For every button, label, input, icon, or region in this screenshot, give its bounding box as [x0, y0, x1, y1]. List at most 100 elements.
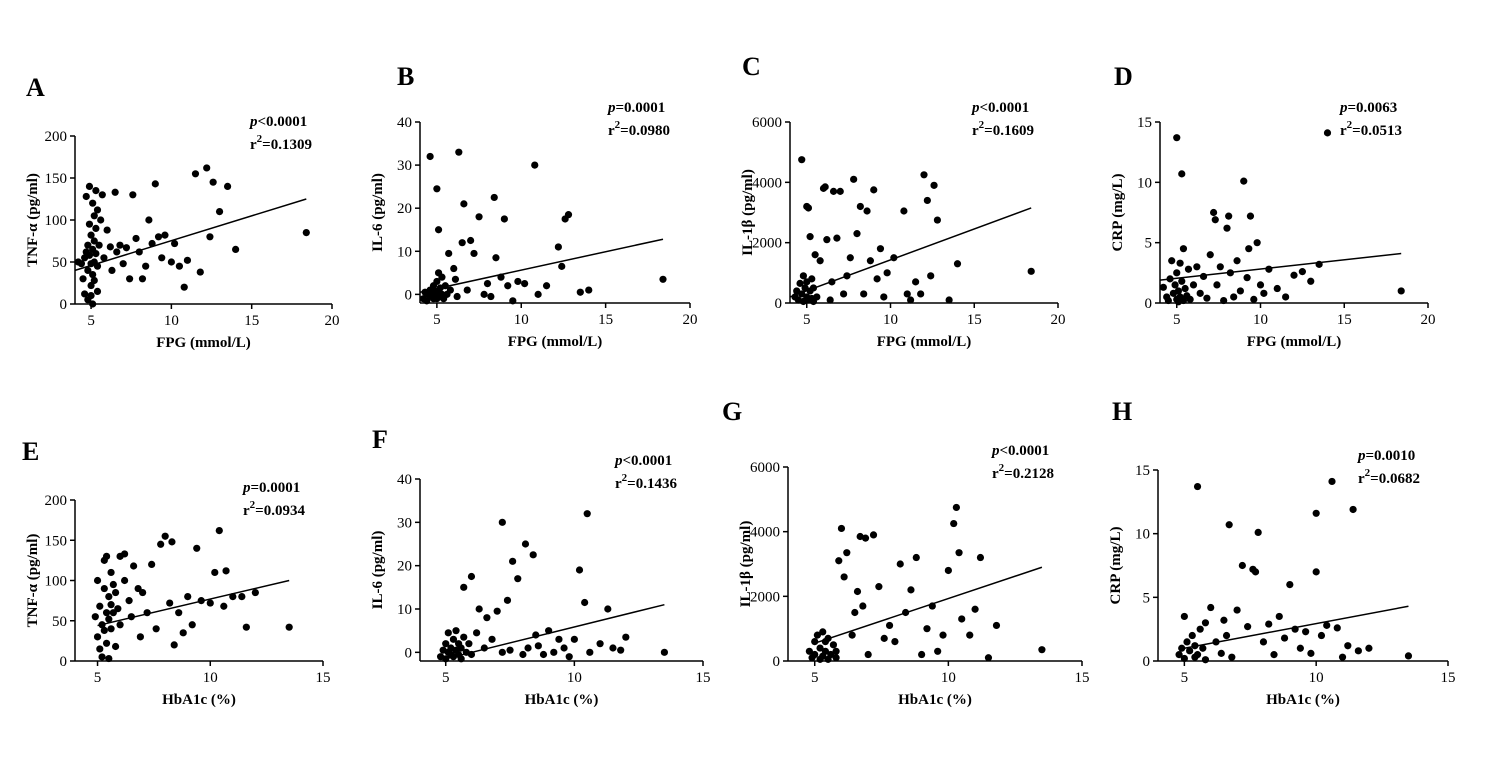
data-point	[102, 639, 111, 647]
data-point	[251, 588, 259, 597]
data-point	[891, 638, 899, 646]
panel-letter: A	[26, 73, 45, 102]
data-point	[161, 231, 169, 239]
data-point	[103, 226, 111, 234]
data-point	[450, 264, 458, 273]
data-point	[870, 186, 878, 194]
data-point	[1199, 272, 1208, 281]
data-point	[1164, 296, 1172, 305]
data-point	[125, 597, 133, 605]
data-point	[92, 187, 100, 195]
data-point	[145, 216, 153, 224]
data-point	[1216, 263, 1224, 271]
y-tick-label: 2000	[752, 236, 782, 252]
y-tick-label: 0	[405, 645, 413, 661]
y-tick-label: 30	[397, 515, 412, 531]
p-symbol: p	[1338, 100, 1348, 116]
data-point	[819, 628, 827, 636]
p-value: =0.0001	[251, 480, 301, 496]
data-point	[521, 280, 529, 288]
data-point	[570, 635, 578, 643]
r-symbol: r	[972, 123, 979, 139]
panel-B: B 0 10 20 30 40 5 10 15 20 FPG (mmol/L) IL-6 (pg/ml…	[370, 62, 698, 350]
data-point	[157, 540, 165, 548]
data-point	[833, 234, 841, 242]
p-value: <0.0001	[980, 100, 1030, 116]
data-point	[821, 647, 830, 655]
data-point	[114, 605, 122, 613]
data-point	[85, 220, 94, 228]
data-point	[1222, 631, 1231, 640]
y-tick-label: 20	[397, 559, 412, 575]
data-point	[829, 187, 838, 195]
data-point	[827, 650, 835, 659]
data-point	[509, 297, 517, 305]
data-point	[1259, 638, 1268, 646]
data-point	[519, 650, 527, 659]
x-tick-label: 10	[567, 670, 582, 686]
data-point	[1312, 509, 1320, 517]
y-tick-label: 0	[60, 297, 68, 313]
data-point	[1159, 283, 1167, 291]
x-tick-label: 10	[941, 670, 956, 686]
data-point	[203, 164, 211, 172]
data-point	[93, 576, 102, 585]
x-tick-label: 15	[316, 670, 331, 686]
data-point	[215, 526, 223, 535]
data-point	[498, 518, 506, 526]
p-value: <0.0001	[623, 453, 673, 469]
data-point	[1251, 568, 1260, 576]
data-point	[917, 290, 925, 298]
data-point	[1286, 581, 1294, 589]
data-point	[1290, 271, 1298, 279]
data-point	[585, 286, 593, 294]
data-point	[122, 244, 130, 252]
data-point	[860, 290, 868, 298]
data-point	[1193, 263, 1201, 271]
data-point	[823, 236, 831, 244]
data-point	[848, 631, 856, 639]
r-squared-value: =0.0934	[255, 503, 305, 519]
data-point	[490, 193, 498, 202]
data-point	[167, 258, 175, 266]
data-point	[1211, 216, 1219, 224]
data-point	[1196, 289, 1204, 297]
data-point	[175, 262, 184, 270]
data-point	[565, 653, 573, 661]
r-squared-value: =0.0513	[1352, 123, 1402, 139]
data-point	[503, 596, 512, 604]
x-tick-label: 10	[203, 670, 218, 686]
data-point	[130, 562, 138, 570]
data-point	[558, 262, 566, 270]
data-point	[126, 275, 134, 283]
r-exponent: 2	[622, 472, 628, 484]
x-tick-label: 15	[1075, 670, 1090, 686]
data-point	[121, 576, 129, 585]
y-tick-label: 4000	[750, 525, 780, 541]
y-tick-label: 0	[405, 287, 413, 303]
x-tick-label: 15	[244, 313, 259, 329]
y-tick-label: 6000	[752, 115, 782, 131]
x-tick-label: 20	[1421, 312, 1436, 328]
data-point	[617, 646, 625, 654]
y-tick-label: 200	[45, 129, 68, 145]
data-point	[826, 296, 834, 304]
data-point	[539, 650, 548, 659]
data-point	[1206, 251, 1214, 259]
data-point	[1317, 631, 1326, 640]
data-point	[1186, 647, 1194, 655]
data-point	[1174, 287, 1183, 295]
data-point	[504, 282, 512, 290]
data-point	[581, 598, 589, 607]
data-point	[923, 625, 931, 633]
panel-C: C 0 2000 4000 6000 5 10 15 20 FPG (mmol/L) IL-1β (…	[740, 52, 1066, 350]
x-tick-label: 20	[325, 313, 340, 329]
data-point	[285, 623, 293, 631]
regression-line	[419, 238, 664, 293]
data-point	[1238, 561, 1246, 570]
data-point	[984, 654, 993, 662]
data-point	[837, 524, 846, 533]
x-axis-title: HbA1c (%)	[525, 692, 599, 708]
data-point	[1228, 653, 1236, 661]
panel-G: G 0 2000 4000 6000 5 10 15 HbA1c (%) IL-1β (pg/ml…	[722, 397, 1090, 708]
